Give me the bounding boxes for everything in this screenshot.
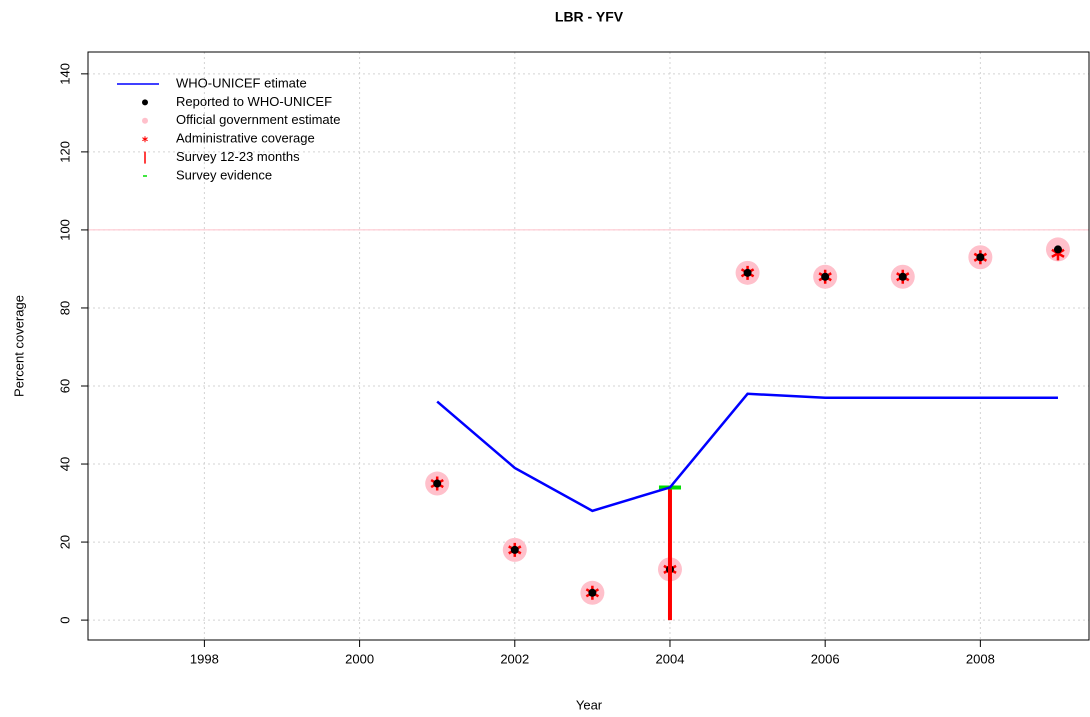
x-tick-label: 1998: [190, 651, 219, 666]
x-tick-label: 2004: [656, 651, 685, 666]
plot-frame: [87, 51, 1090, 641]
y-tick-label: 120: [57, 141, 72, 163]
y-tick-label: 60: [57, 379, 72, 393]
y-tick-label: 20: [57, 535, 72, 549]
y-tick-label: 100: [57, 219, 72, 241]
legend-symbol: [142, 99, 148, 106]
x-axis-label: Year: [576, 697, 603, 712]
legend-symbol: [142, 117, 148, 124]
y-tick-label: 0: [57, 616, 72, 623]
legend-label: Survey evidence: [176, 167, 272, 182]
y-tick-label: 40: [57, 457, 72, 471]
reported-point: [976, 253, 985, 262]
y-tick-label: 80: [57, 301, 72, 315]
x-tick-label: 2006: [811, 651, 840, 666]
legend-label: Reported to WHO-UNICEF: [176, 94, 332, 109]
legend-label: Survey 12-23 months: [176, 149, 300, 164]
legend-symbol: [142, 136, 148, 143]
y-axis-label: Percent coverage: [11, 295, 26, 397]
reported-point: [510, 545, 519, 554]
reported-point: [821, 272, 830, 281]
reported-point: [1053, 245, 1062, 254]
reported-point: [898, 272, 907, 281]
reported-point: [433, 479, 442, 488]
reported-point: [743, 268, 752, 277]
x-tick-label: 2008: [966, 651, 995, 666]
estimate-line: [436, 392, 1058, 513]
x-tick-label: 2000: [345, 651, 374, 666]
legend-label: WHO-UNICEF etimate: [176, 75, 307, 90]
legend-label: Administrative coverage: [176, 131, 315, 146]
reported-point: [588, 588, 597, 597]
x-tick-label: 2002: [500, 651, 529, 666]
y-tick-label: 140: [57, 63, 72, 85]
legend-label: Official government estimate: [176, 112, 341, 127]
chart-title: LBR - YFV: [555, 9, 624, 25]
